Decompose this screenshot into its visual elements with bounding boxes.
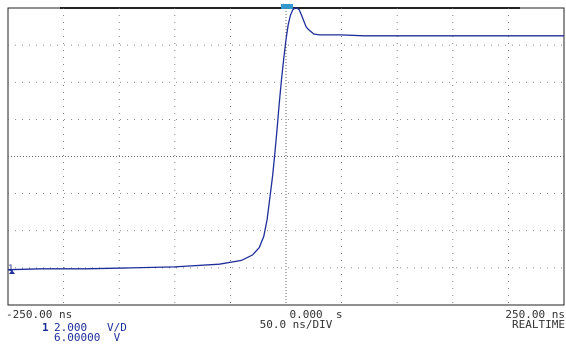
x-axis-center-label: 0.000 s xyxy=(289,308,343,321)
graticule-grid xyxy=(8,8,564,305)
timebase-label: 50.0 ns/DIV xyxy=(259,318,333,331)
x-axis-right-label: 250.00 ns xyxy=(505,308,565,321)
ground-marker-label: 1 xyxy=(8,264,13,274)
channel-1-readout[interactable]: 1 2.000 V/D 6.00000 V xyxy=(42,322,162,344)
graticule-frame xyxy=(7,7,565,306)
x-axis-left-label: -250.00 ns xyxy=(6,308,73,321)
channel-offset: 6.00000 V xyxy=(54,331,121,344)
channel-1-trace xyxy=(7,7,564,271)
channel-number: 1 xyxy=(42,321,49,334)
ground-reference-marker[interactable]: 1 xyxy=(8,264,15,274)
ground-marker-icon xyxy=(9,270,15,274)
acquisition-mode-label: REALTIME xyxy=(512,318,565,331)
trigger-position-marker[interactable] xyxy=(281,4,293,9)
channel-vdiv: 2.000 V/D xyxy=(54,321,127,334)
